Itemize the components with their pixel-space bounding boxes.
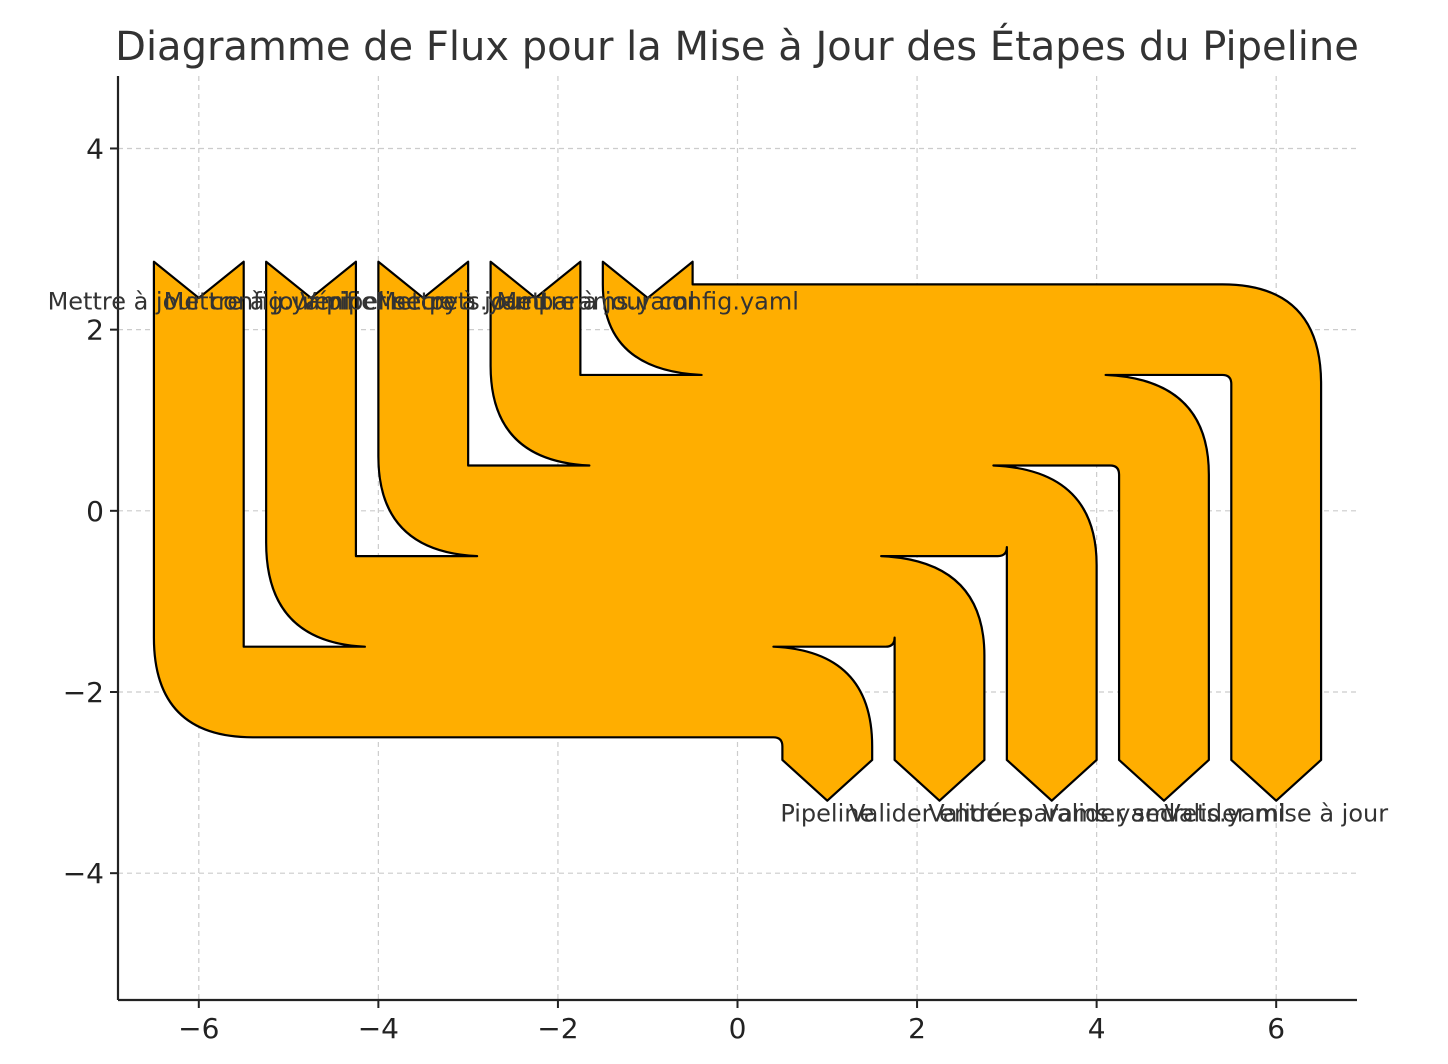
input-label: Mettre à jour config.yaml <box>48 287 350 315</box>
output-label: Pipeline <box>780 799 874 827</box>
axes: −6 −4 −2 0 2 4 6 −4 −2 0 2 4 <box>63 76 1357 1045</box>
y-tick-label: 4 <box>86 132 104 165</box>
x-tick-label: 2 <box>908 1012 926 1045</box>
x-tick-label: −6 <box>178 1012 219 1045</box>
output-label: Valider params.yaml <box>928 799 1175 827</box>
chart-title: Diagramme de Flux pour la Mise à Jour de… <box>115 22 1359 70</box>
y-tick-label: 2 <box>86 314 104 347</box>
x-tick-label: 6 <box>1267 1012 1285 1045</box>
y-tick-label: −4 <box>63 857 104 890</box>
x-tick-label: 0 <box>729 1012 747 1045</box>
input-label: Mettre à jour config.yaml <box>496 287 798 315</box>
output-label: Valider secrets.yaml <box>1042 799 1285 827</box>
flow-layer <box>152 260 1323 802</box>
output-label: Valider mise à jour <box>1164 799 1388 827</box>
y-tick-label: 0 <box>86 495 104 528</box>
y-tick-label: −2 <box>63 676 104 709</box>
output-label: Valider entrées <box>849 799 1030 827</box>
x-tick-label: −2 <box>537 1012 578 1045</box>
input-label: Mettre à jour params.yaml <box>376 287 695 315</box>
input-label: Mettre à jour pipeline.py <box>164 287 459 315</box>
x-tick-label: −4 <box>358 1012 399 1045</box>
sankey-flow-shape <box>152 260 1323 802</box>
x-tick-label: 4 <box>1088 1012 1106 1045</box>
input-label: Vérifier secrets.yaml <box>300 287 546 315</box>
